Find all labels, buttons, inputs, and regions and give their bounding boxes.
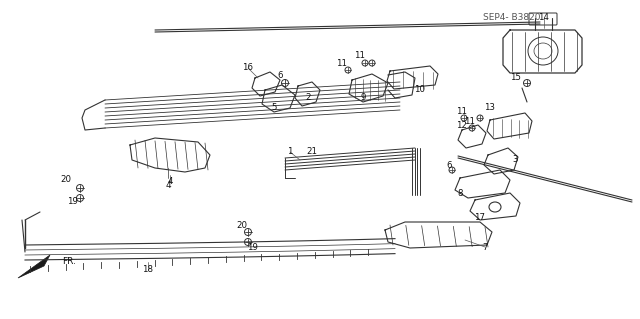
Text: 18: 18 — [143, 265, 154, 275]
Text: 6: 6 — [446, 160, 452, 169]
Text: 2: 2 — [305, 93, 311, 101]
Text: 19: 19 — [67, 197, 77, 206]
Text: 11: 11 — [456, 108, 467, 116]
Text: 5: 5 — [271, 102, 276, 112]
Text: 4: 4 — [165, 181, 171, 189]
Text: 13: 13 — [484, 102, 495, 112]
Text: 1: 1 — [287, 147, 292, 157]
Text: 15: 15 — [511, 73, 522, 83]
Text: 11: 11 — [337, 58, 348, 68]
Text: 19: 19 — [246, 243, 257, 253]
Text: 14: 14 — [538, 13, 550, 23]
Text: 17: 17 — [474, 213, 486, 222]
Text: FR.: FR. — [62, 257, 76, 266]
Text: 6: 6 — [277, 71, 283, 80]
Text: 12: 12 — [456, 121, 467, 130]
Text: 20: 20 — [61, 175, 72, 184]
Text: 7: 7 — [483, 242, 488, 251]
Text: 11: 11 — [355, 51, 365, 61]
Text: 10: 10 — [415, 85, 426, 93]
Text: 4: 4 — [167, 177, 173, 187]
Text: 16: 16 — [243, 63, 253, 72]
Text: 20: 20 — [237, 220, 248, 229]
Text: 3: 3 — [512, 155, 518, 165]
Text: SEP4- B3820: SEP4- B3820 — [483, 13, 541, 22]
Text: 9: 9 — [360, 93, 365, 102]
Text: 11: 11 — [465, 117, 476, 127]
Text: 8: 8 — [457, 189, 463, 197]
Polygon shape — [18, 255, 50, 278]
Text: 21: 21 — [307, 147, 317, 157]
